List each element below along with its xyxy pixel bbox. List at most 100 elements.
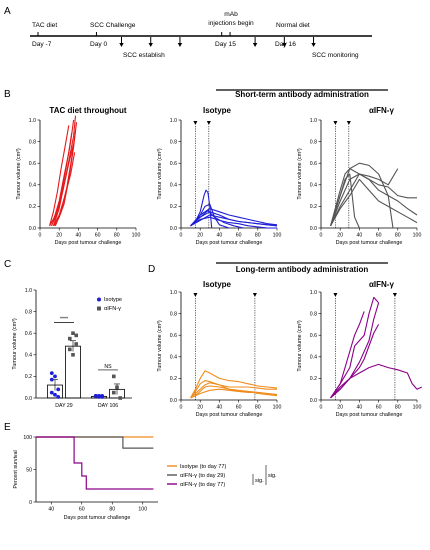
- timeline-label-normal-diet: Normal diet: [276, 22, 310, 29]
- timeline-arrowhead-establish-0: [119, 43, 124, 47]
- dosing-arrow: [206, 121, 211, 125]
- timeline-label-mab-line1: mAb: [224, 11, 238, 18]
- y-axis-label: Tumour volume (cm³): [297, 148, 303, 200]
- timeline-label-tac-diet: TAC diet: [32, 22, 57, 29]
- y-tick-label: 50: [26, 467, 32, 473]
- y-tick-label: 0.2: [310, 376, 317, 382]
- x-tick-label: 20: [197, 405, 203, 411]
- significance-label-inner: sig.: [255, 478, 264, 484]
- y-axis-label: Tumour volume (cm³): [16, 148, 22, 200]
- x-axis-label: Days post tumour challenge: [336, 240, 403, 246]
- timeline-label-scc-monitoring: SCC monitoring: [312, 52, 359, 59]
- y-tick-label: 1.0: [310, 290, 317, 296]
- y-tick-label: 1.0: [170, 290, 177, 296]
- data-point: [71, 331, 75, 335]
- y-tick-label: 0.0: [170, 398, 177, 404]
- series-line: [49, 125, 70, 226]
- timeline-day-mab: Day 15: [215, 41, 236, 48]
- x-tick-label: 20: [337, 405, 343, 411]
- x-tick-label: 0: [39, 233, 42, 239]
- series-line: [190, 385, 278, 399]
- chart-b3-anti-ifn: 0.0 0.2 0.4 0.6 0.8 1.0 0 20 40 60 80 100 Days post …: [297, 106, 421, 246]
- data-point: [115, 385, 119, 389]
- timeline-panel: TAC diet Day -7 SCC Challenge Day 0 mAb …: [30, 11, 372, 59]
- chart-title: αIFN-γ: [369, 280, 394, 289]
- series-line: [190, 214, 278, 227]
- x-tick-label: 80: [395, 405, 401, 411]
- x-axis-label: Days post tumour challenge: [336, 412, 403, 418]
- timeline-arrowhead-monitoring-0: [252, 43, 258, 47]
- series-line: [330, 178, 418, 227]
- data-point: [68, 347, 72, 352]
- survival-line: [36, 436, 154, 490]
- series-line: [190, 370, 278, 399]
- x-tick-label: 40: [357, 233, 363, 239]
- series-line: [330, 162, 394, 229]
- x-tick-label: 20: [197, 233, 203, 239]
- timeline-arrowhead-establish-2: [177, 43, 183, 47]
- data-point: [74, 333, 78, 338]
- y-tick-label: 0.8: [29, 139, 36, 145]
- data-point: [53, 392, 57, 397]
- chart-title: αIFN-γ: [369, 106, 394, 115]
- dosing-arrow: [333, 121, 338, 125]
- series-line: [190, 210, 244, 229]
- y-axis-label: Percent survival: [13, 450, 19, 488]
- legend-label: αIFN-γ: [104, 306, 121, 312]
- data-point: [112, 390, 116, 395]
- y-tick-label: 100: [23, 435, 32, 441]
- legend-label: αIFN-γ (to day 77): [180, 482, 225, 488]
- x-tick-label: 60: [95, 233, 101, 239]
- x-tick-label: 60: [376, 233, 382, 239]
- data-point: [49, 377, 54, 382]
- data-point: [93, 393, 98, 398]
- category-label: DAY 29: [55, 403, 73, 409]
- y-tick-label: 0.4: [170, 183, 177, 189]
- y-tick-label: 1.0: [170, 118, 177, 124]
- x-tick-label: 0: [180, 233, 183, 239]
- y-tick-label: 0.4: [310, 183, 317, 189]
- y-tick-label: 0.8: [170, 139, 177, 145]
- x-tick-label: 100: [273, 233, 282, 239]
- data-point: [71, 353, 75, 357]
- y-axis-label: Tumour volume (cm³): [157, 320, 163, 372]
- x-tick-label: 80: [109, 507, 115, 513]
- category-label: DAY 106: [98, 403, 118, 409]
- chart-e-survival: 0 50 100 40 60 80 100 Days post tumour challeng…: [13, 435, 277, 521]
- x-tick-label: 20: [56, 233, 62, 239]
- y-tick-label: 0.6: [170, 333, 177, 339]
- series-line: [330, 302, 380, 399]
- x-tick-label: 80: [395, 233, 401, 239]
- x-axis-label: Days post tumour challenge: [196, 412, 263, 418]
- y-tick-label: 0.0: [310, 226, 317, 232]
- y-tick-label: 0.2: [29, 204, 36, 210]
- x-tick-label: 40: [76, 233, 82, 239]
- data-point: [118, 396, 122, 400]
- x-tick-label: 60: [236, 233, 242, 239]
- data-point: [56, 395, 61, 399]
- data-point: [112, 374, 116, 379]
- y-tick-label: 0.6: [170, 161, 177, 167]
- panel-letter-b: B: [4, 89, 11, 100]
- significance-label: ****: [60, 316, 68, 322]
- x-tick-label: 80: [255, 233, 261, 239]
- data-point: [68, 336, 72, 341]
- dosing-arrow: [392, 293, 397, 297]
- survival-line: [36, 436, 154, 449]
- x-tick-label: 40: [217, 405, 223, 411]
- timeline-arrowhead-monitoring-1: [282, 43, 287, 47]
- panel-letter-c: C: [4, 259, 11, 270]
- data-point: [74, 342, 78, 346]
- panel-letter-a: A: [4, 6, 11, 17]
- data-point: [100, 393, 105, 398]
- y-tick-label: 0.2: [170, 204, 177, 210]
- chart-d2-anti-ifn: 0.0 0.2 0.4 0.6 0.8 1.0 0 20 40 60 80 100 Days post …: [297, 280, 423, 418]
- y-tick-label: 1.0: [25, 288, 32, 294]
- x-tick-label: 0: [180, 405, 183, 411]
- legend-marker: [97, 306, 101, 311]
- x-tick-label: 100: [138, 507, 147, 513]
- data-point: [49, 390, 54, 395]
- x-tick-label: 100: [413, 233, 422, 239]
- series-line: [330, 363, 423, 399]
- y-axis-label: Tumour volume (cm³): [297, 320, 303, 372]
